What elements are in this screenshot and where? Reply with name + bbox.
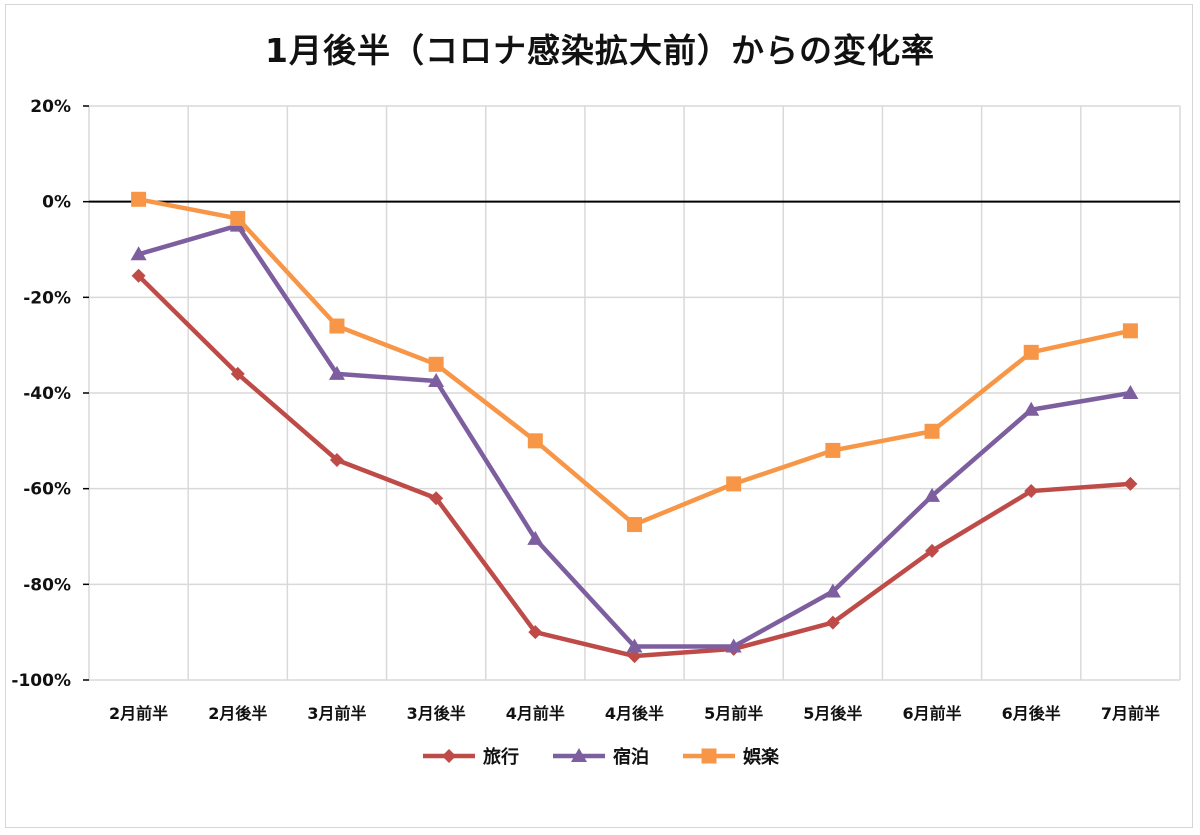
data-point-diamond — [627, 649, 642, 664]
x-tick-label: 2月前半 — [109, 704, 168, 723]
data-point-square — [726, 476, 742, 492]
chart-title: 1月後半（コロナ感染拡大前）からの変化率 — [265, 31, 935, 70]
legend-swatch — [553, 748, 605, 762]
series-square — [131, 191, 1138, 533]
data-point-diamond — [329, 452, 344, 467]
series-triangle — [130, 217, 1139, 653]
x-tick-label: 5月後半 — [803, 704, 862, 723]
y-tick-label: -20% — [23, 288, 71, 308]
x-tick-label: 5月前半 — [704, 704, 763, 723]
data-point-triangle — [725, 638, 742, 653]
series-group — [130, 191, 1139, 664]
legend-label: 娯楽 — [743, 747, 779, 768]
data-point-diamond — [230, 366, 245, 381]
x-tick-label: 3月後半 — [407, 704, 466, 723]
data-point-square — [825, 442, 841, 458]
data-point-diamond — [825, 615, 840, 630]
legend-label: 宿泊 — [613, 747, 649, 768]
y-tick-label: -40% — [23, 384, 71, 404]
data-point-square — [924, 423, 940, 439]
legend-swatch — [683, 748, 735, 764]
legend-item: 娯楽 — [681, 743, 779, 769]
data-point-diamond — [442, 749, 456, 763]
data-point-triangle — [527, 530, 544, 545]
legend: 旅行 宿泊 娯楽 — [0, 743, 1200, 769]
data-point-triangle — [328, 365, 345, 380]
legend-item: 宿泊 — [551, 743, 649, 769]
data-point-square — [1023, 344, 1039, 360]
y-tick-label: -100% — [11, 671, 71, 691]
x-tick-label: 2月後半 — [208, 704, 267, 723]
data-point-square — [131, 191, 147, 207]
data-point-triangle — [130, 246, 147, 261]
data-point-triangle — [824, 583, 841, 598]
y-tick-label: 0% — [42, 193, 71, 213]
data-point-square — [329, 318, 345, 334]
data-point-diamond — [925, 543, 940, 558]
data-point-square — [701, 748, 717, 764]
x-tick-label: 4月後半 — [605, 704, 664, 723]
data-point-square — [627, 517, 642, 533]
data-point-triangle — [571, 748, 587, 762]
data-point-triangle — [1122, 385, 1139, 399]
data-point-diamond — [429, 491, 444, 506]
y-axis-ticks: 20% 0% -20% -40% -60% -80% -100% — [11, 97, 71, 691]
data-point-diamond — [1024, 484, 1039, 499]
data-point-diamond — [1123, 476, 1138, 491]
data-point-triangle — [1023, 401, 1040, 416]
x-tick-label: 6月前半 — [902, 704, 961, 723]
x-tick-label: 6月後半 — [1002, 704, 1061, 723]
legend-swatch — [423, 749, 475, 763]
data-point-square — [230, 210, 246, 226]
data-point-square — [527, 433, 543, 449]
data-point-diamond — [131, 268, 146, 283]
chart-frame — [5, 4, 1193, 828]
gridlines — [83, 105, 1181, 681]
x-tick-label: 7月前半 — [1101, 704, 1160, 723]
data-point-square — [1122, 323, 1138, 339]
legend-item: 旅行 — [421, 743, 519, 769]
y-tick-label: 20% — [30, 97, 71, 117]
series-diamond — [131, 268, 1138, 664]
data-point-triangle — [428, 373, 445, 388]
legend-label: 旅行 — [483, 747, 519, 768]
data-point-square — [428, 356, 444, 372]
x-tick-label: 4月前半 — [506, 704, 565, 723]
data-point-triangle — [924, 487, 941, 502]
x-axis-ticks: 2月前半 2月後半 3月前半 3月後半 4月前半 4月後半 5月前半 5月後半 6月前半 6月後半… — [109, 704, 1160, 723]
y-tick-label: -60% — [23, 480, 71, 500]
y-tick-label: -80% — [23, 575, 71, 595]
x-tick-label: 3月前半 — [307, 704, 366, 723]
data-point-diamond — [528, 625, 543, 640]
data-point-triangle — [626, 638, 643, 653]
